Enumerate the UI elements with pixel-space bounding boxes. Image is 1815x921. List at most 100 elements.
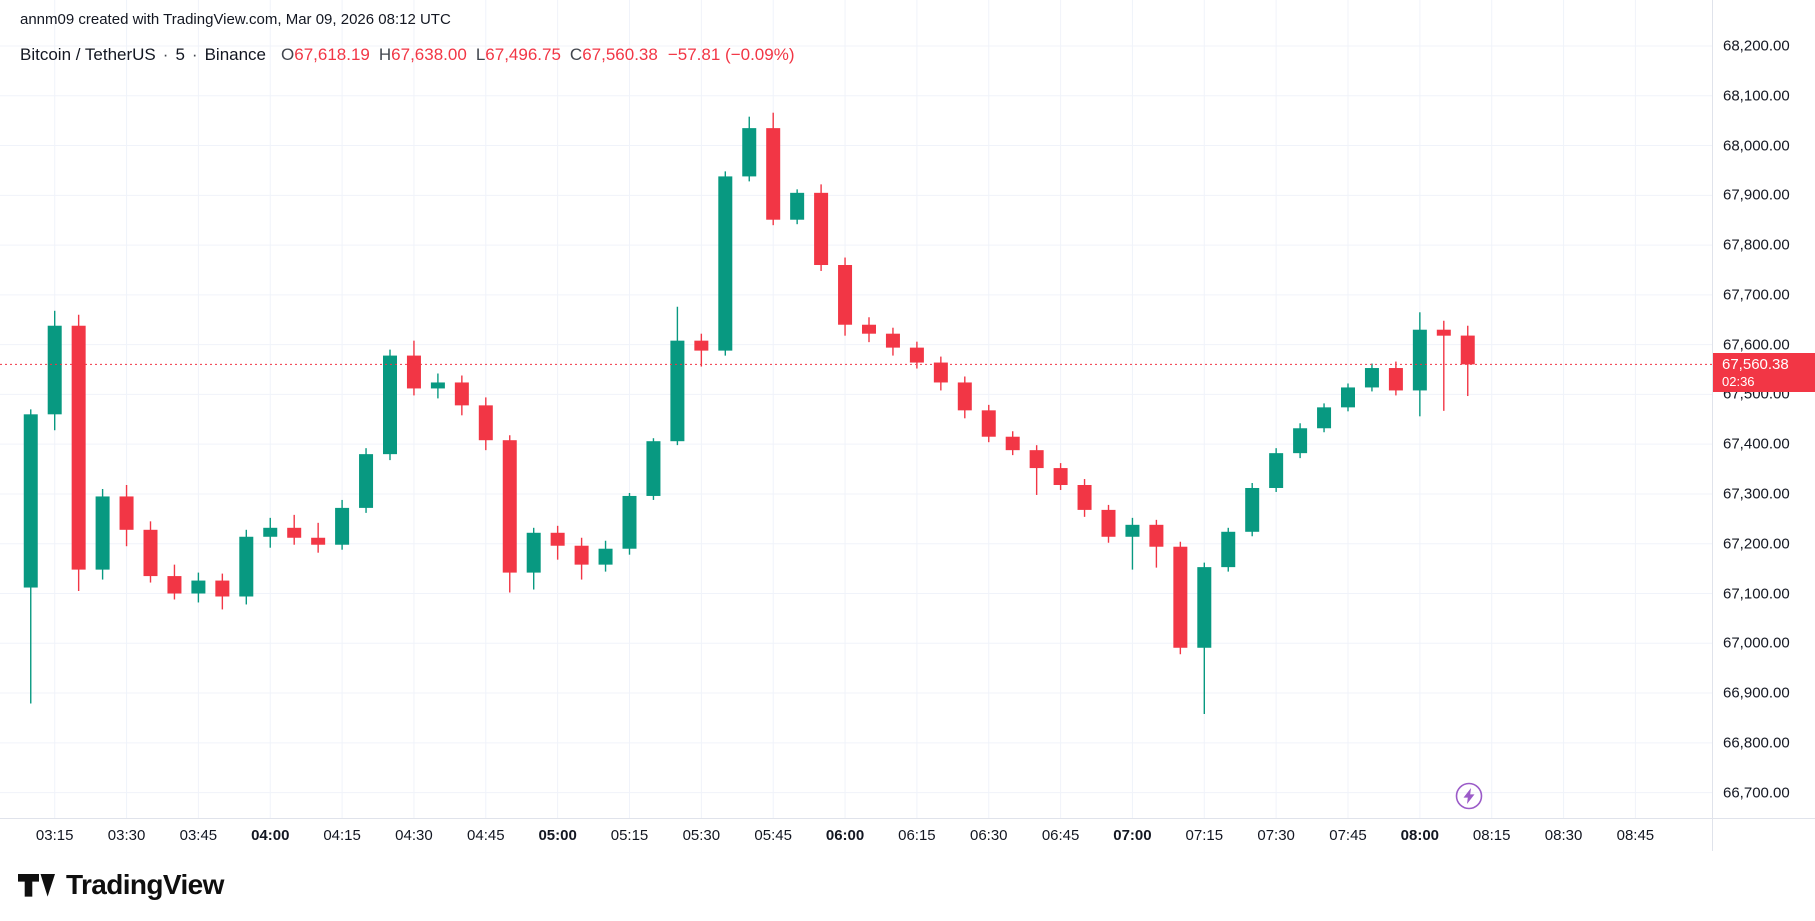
candle-body — [23, 414, 38, 588]
candle-body — [1125, 524, 1140, 537]
candle-body — [574, 545, 589, 565]
candle-body — [1173, 546, 1188, 648]
time-axis-label: 03:45 — [179, 827, 218, 844]
price-axis-label: 67,600.00 — [1723, 336, 1790, 354]
candle-body — [406, 355, 421, 389]
price-axis-label: 68,200.00 — [1723, 37, 1790, 55]
time-axis-label: 05:30 — [682, 827, 721, 844]
candle-body — [287, 527, 302, 538]
candle-body — [95, 496, 110, 570]
ohlc-values: O67,618.19 H67,638.00 L67,496.75 C67,560… — [281, 45, 658, 65]
price-axis-label: 68,000.00 — [1723, 137, 1790, 155]
time-axis-label: 05:00 — [538, 827, 577, 844]
interval-label[interactable]: 5 — [175, 45, 185, 64]
candle-body — [1077, 485, 1092, 510]
last-price-badge: 67,560.38 02:36 — [1713, 353, 1815, 393]
price-axis-label: 67,400.00 — [1723, 435, 1790, 453]
legend-separator: · — [162, 45, 169, 64]
candle-body — [622, 495, 637, 549]
time-axis-label: 05:15 — [610, 827, 649, 844]
candle-body — [742, 128, 757, 177]
candle-body — [790, 192, 805, 220]
lightning-bolt-icon — [1463, 788, 1475, 804]
time-axis-label: 04:30 — [395, 827, 433, 844]
candle-body — [1460, 335, 1475, 365]
close-value: C67,560.38 — [569, 45, 658, 64]
tradingview-logo[interactable]: TradingView — [18, 869, 224, 901]
candle-body — [478, 405, 493, 441]
change-value: −57.81 (−0.09%) — [667, 45, 795, 64]
candle-body — [718, 176, 733, 351]
candle-body — [119, 496, 134, 530]
candle-body — [1149, 524, 1164, 547]
price-axis-label: 68,100.00 — [1723, 87, 1790, 105]
candle-body — [1364, 368, 1379, 388]
last-price-value: 67,560.38 — [1722, 356, 1789, 374]
time-axis-label: 08:00 — [1400, 827, 1440, 844]
time-axis-label: 06:00 — [825, 827, 865, 844]
candle-body — [862, 324, 876, 334]
candle-body — [814, 192, 829, 266]
candle-body — [838, 265, 853, 325]
time-axis-label: 04:15 — [323, 827, 361, 844]
candlestick-chart-pane[interactable] — [0, 0, 1712, 818]
candle-body — [766, 128, 781, 220]
price-axis-label: 67,000.00 — [1723, 634, 1790, 652]
candle-body — [167, 576, 182, 594]
candle-body — [933, 362, 948, 383]
time-axis-label: 08:15 — [1472, 827, 1511, 844]
symbol-legend: Bitcoin / TetherUS · 5 · Binance O67,618… — [20, 45, 795, 65]
candle-body — [71, 325, 86, 570]
price-axis-label: 67,900.00 — [1723, 186, 1790, 204]
candle-body — [311, 537, 326, 545]
candle-body — [598, 548, 613, 565]
candle-body — [239, 536, 254, 597]
time-axis-label: 03:30 — [107, 827, 146, 844]
open-value: O67,618.19 — [281, 45, 370, 64]
candle-body — [550, 532, 565, 546]
price-axis-label: 67,100.00 — [1723, 585, 1790, 602]
bar-countdown-timer: 02:36 — [1722, 374, 1755, 390]
candle-body — [1317, 407, 1332, 429]
price-axis-label: 66,800.00 — [1723, 734, 1790, 752]
candle-body — [1412, 329, 1427, 391]
time-axis-label: 07:30 — [1257, 827, 1295, 844]
price-axis[interactable]: 68,200.00 68,100.00 68,000.00 67,900.00 67,8… — [1712, 0, 1815, 851]
price-axis-label: 66,900.00 — [1723, 684, 1790, 702]
price-axis-label: 66,700.00 — [1723, 784, 1790, 802]
candle-body — [1269, 453, 1284, 488]
candle-body — [454, 382, 469, 406]
candle-body — [1388, 368, 1403, 391]
candle-body — [502, 440, 517, 573]
candle-body — [526, 532, 541, 573]
exchange-label[interactable]: Binance — [204, 45, 267, 64]
boost-button[interactable] — [1452, 779, 1486, 813]
time-axis-label: 04:00 — [251, 827, 290, 844]
candle-body — [646, 441, 661, 496]
candle-body — [263, 527, 278, 537]
time-axis-label: 06:45 — [1041, 827, 1080, 844]
price-axis-label: 67,700.00 — [1723, 286, 1790, 304]
time-axis-label: 08:45 — [1616, 827, 1655, 844]
candle-body — [1029, 450, 1044, 469]
symbol-title[interactable]: Bitcoin / TetherUS — [20, 45, 156, 64]
time-axis-label: 04:45 — [467, 827, 505, 844]
candle-body — [1436, 329, 1451, 336]
candle-body — [430, 382, 445, 389]
candle-body — [191, 580, 206, 594]
candle-body — [215, 580, 230, 597]
time-axis[interactable]: 03:15 03:30 03:45 04:00 04:15 04:30 04:45 05:00… — [0, 818, 1815, 854]
candle-body — [1221, 531, 1236, 568]
candle-body — [1005, 436, 1020, 451]
time-axis-label: 07:00 — [1113, 827, 1152, 844]
legend-separator: · — [191, 45, 198, 64]
candle-body — [359, 454, 374, 508]
tradingview-wordmark: TradingView — [66, 869, 224, 900]
time-axis-label: 05:45 — [754, 827, 792, 844]
tradingview-mark-icon — [18, 873, 55, 897]
time-axis-label: 06:15 — [898, 827, 936, 844]
candle-body — [143, 529, 158, 577]
time-axis-label: 07:45 — [1329, 827, 1367, 844]
high-value: H67,638.00 — [378, 45, 467, 64]
